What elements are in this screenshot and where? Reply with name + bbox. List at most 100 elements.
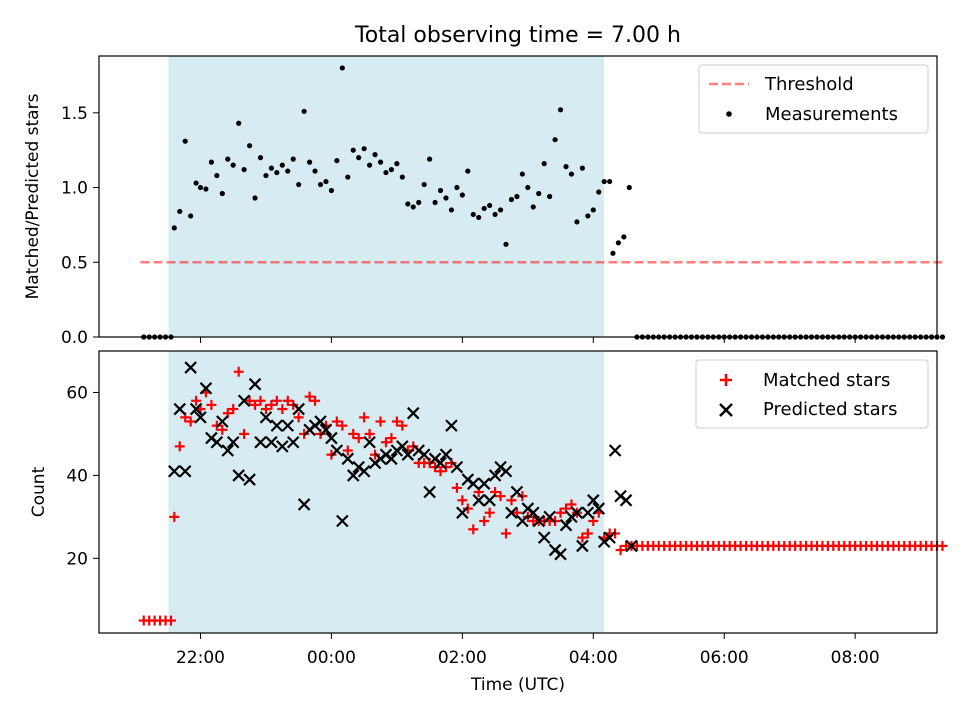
matched-star-point xyxy=(484,507,495,518)
measurement-point xyxy=(525,184,531,191)
top-panel: 0.0 0.5 1.0 1.5 Matched/Predicted stars Thr… xyxy=(23,55,946,348)
measurement-point xyxy=(476,214,482,221)
measurement-point xyxy=(182,138,188,144)
predicted-star-point xyxy=(330,444,344,457)
measurement-point xyxy=(230,162,236,168)
bottom-panel: 20 40 60 22:00 00:00 02:00 04:00 06:00 08:00 Co… xyxy=(29,350,948,695)
predicted-star-point xyxy=(439,448,453,461)
predicted-star-point xyxy=(483,494,496,507)
predicted-star-point xyxy=(243,473,256,486)
measurement-point xyxy=(508,196,515,203)
measurement-point xyxy=(285,168,291,174)
measurement-point xyxy=(541,161,547,167)
measurement-point xyxy=(246,143,253,149)
x-tick-label: 00:00 xyxy=(307,648,356,668)
predicted-star-point xyxy=(265,435,278,449)
measurement-point xyxy=(225,156,231,162)
measurement-point xyxy=(579,165,585,171)
measurement-point xyxy=(323,178,329,185)
measurement-point xyxy=(497,207,504,213)
bottom-shaded-region xyxy=(168,351,604,633)
measurement-point xyxy=(427,156,433,162)
measurement-point xyxy=(367,162,373,168)
predicted-star-point xyxy=(292,402,305,416)
matched-star-point xyxy=(615,545,626,556)
predicted-star-point xyxy=(385,452,398,466)
measurement-point xyxy=(530,204,536,210)
measurement-point xyxy=(568,171,575,177)
matched-star-point xyxy=(375,416,386,427)
top-y-axis: 0.0 0.5 1.0 1.5 xyxy=(61,104,99,348)
matched-star-point xyxy=(364,428,375,439)
y-tick-label: 60 xyxy=(66,383,88,403)
measurement-point xyxy=(312,168,318,174)
x-tick-label: 06:00 xyxy=(700,648,749,668)
matched-star-point xyxy=(337,420,348,431)
measurement-point xyxy=(487,202,493,209)
measurement-point xyxy=(252,195,258,201)
measurement-point xyxy=(536,190,542,197)
predicted-star-point xyxy=(401,448,415,461)
predicted-star-point xyxy=(314,415,327,428)
x-tick-label: 02:00 xyxy=(438,648,487,668)
measurement-point xyxy=(372,152,378,158)
count-points xyxy=(138,361,948,626)
measurement-point xyxy=(279,162,285,168)
measurements-legend-icon xyxy=(726,111,732,117)
measurement-point xyxy=(306,159,313,165)
measurement-point xyxy=(177,208,183,215)
bottom-y-axis-label: Count xyxy=(29,466,49,517)
x-tick-label: 22:00 xyxy=(176,648,225,668)
matched-star-point xyxy=(233,366,244,377)
y-tick-label: 0.0 xyxy=(61,328,88,348)
measurement-point xyxy=(263,172,269,179)
matched-star-point xyxy=(228,404,239,415)
x-tick-label: 04:00 xyxy=(569,648,618,668)
predicted-star-point xyxy=(406,406,420,420)
matched-star-point xyxy=(191,395,202,406)
matched-star-point xyxy=(359,412,370,423)
predicted-star-point xyxy=(581,506,595,520)
matched-star-point xyxy=(397,420,408,431)
predicted-star-point xyxy=(587,494,600,507)
predicted-star-point xyxy=(510,485,524,499)
predicted-star-point xyxy=(625,539,638,553)
measurement-point xyxy=(492,211,498,218)
measurement-point xyxy=(301,108,307,114)
matched-star-point xyxy=(582,528,593,539)
measurement-point xyxy=(197,184,204,191)
predicted-star-point xyxy=(216,415,229,428)
predicted-star-point xyxy=(325,431,338,445)
predicted-star-point xyxy=(499,464,513,478)
matched-star-point xyxy=(495,491,506,502)
predicted-star-point xyxy=(189,402,203,416)
matched-star-point xyxy=(937,540,948,551)
predicted-star-point xyxy=(173,402,187,416)
measurement-point xyxy=(585,213,591,219)
matched-star-point xyxy=(266,399,277,410)
predicted-star-point xyxy=(592,502,606,515)
top-legend-box xyxy=(698,64,929,134)
predicted-star-point xyxy=(259,411,273,424)
measurement-point xyxy=(615,240,621,246)
measurement-point xyxy=(394,161,400,167)
predicted-star-point xyxy=(341,452,355,466)
measurement-point xyxy=(268,165,275,171)
matched-star-point xyxy=(260,404,271,415)
measurement-point xyxy=(214,172,220,179)
y-tick-label: 20 xyxy=(66,549,88,569)
measurement-point xyxy=(547,193,553,200)
predicted-star-point xyxy=(178,464,192,478)
measurement-point xyxy=(514,193,520,200)
predicted-star-point xyxy=(505,506,518,520)
measurement-point xyxy=(626,184,632,191)
predicted-star-point xyxy=(221,444,235,457)
measurement-point xyxy=(421,181,427,188)
predicted-star-point xyxy=(537,531,551,544)
measurement-point xyxy=(470,211,476,218)
measurement-point xyxy=(241,166,247,173)
predicted-star-point xyxy=(559,518,573,532)
predicted-star-point xyxy=(532,514,546,528)
predicted-star-point xyxy=(526,506,540,520)
